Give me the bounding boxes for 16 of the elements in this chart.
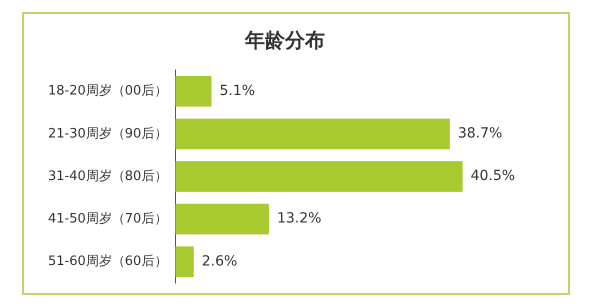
y-tick-label: 31-40周岁（80后） bbox=[48, 168, 168, 184]
chart-title: 年龄分布 bbox=[244, 28, 325, 52]
data-label: 5.1% bbox=[219, 82, 256, 99]
y-tick-label: 51-60周岁（60后） bbox=[48, 254, 168, 270]
y-tick-label: 41-50周岁（70后） bbox=[48, 211, 168, 226]
data-label: 2.6% bbox=[202, 253, 238, 270]
bar bbox=[175, 76, 212, 107]
bar bbox=[175, 204, 269, 234]
bar bbox=[175, 246, 194, 278]
bar bbox=[175, 161, 463, 192]
data-label: 40.5% bbox=[470, 168, 516, 184]
bar bbox=[175, 118, 450, 150]
y-tick-label: 21-30周岁（90后） bbox=[48, 126, 168, 142]
data-label: 38.7% bbox=[458, 126, 502, 142]
y-tick-label: 18-20周岁（00后） bbox=[48, 84, 168, 99]
data-label: 13.2% bbox=[276, 210, 322, 227]
